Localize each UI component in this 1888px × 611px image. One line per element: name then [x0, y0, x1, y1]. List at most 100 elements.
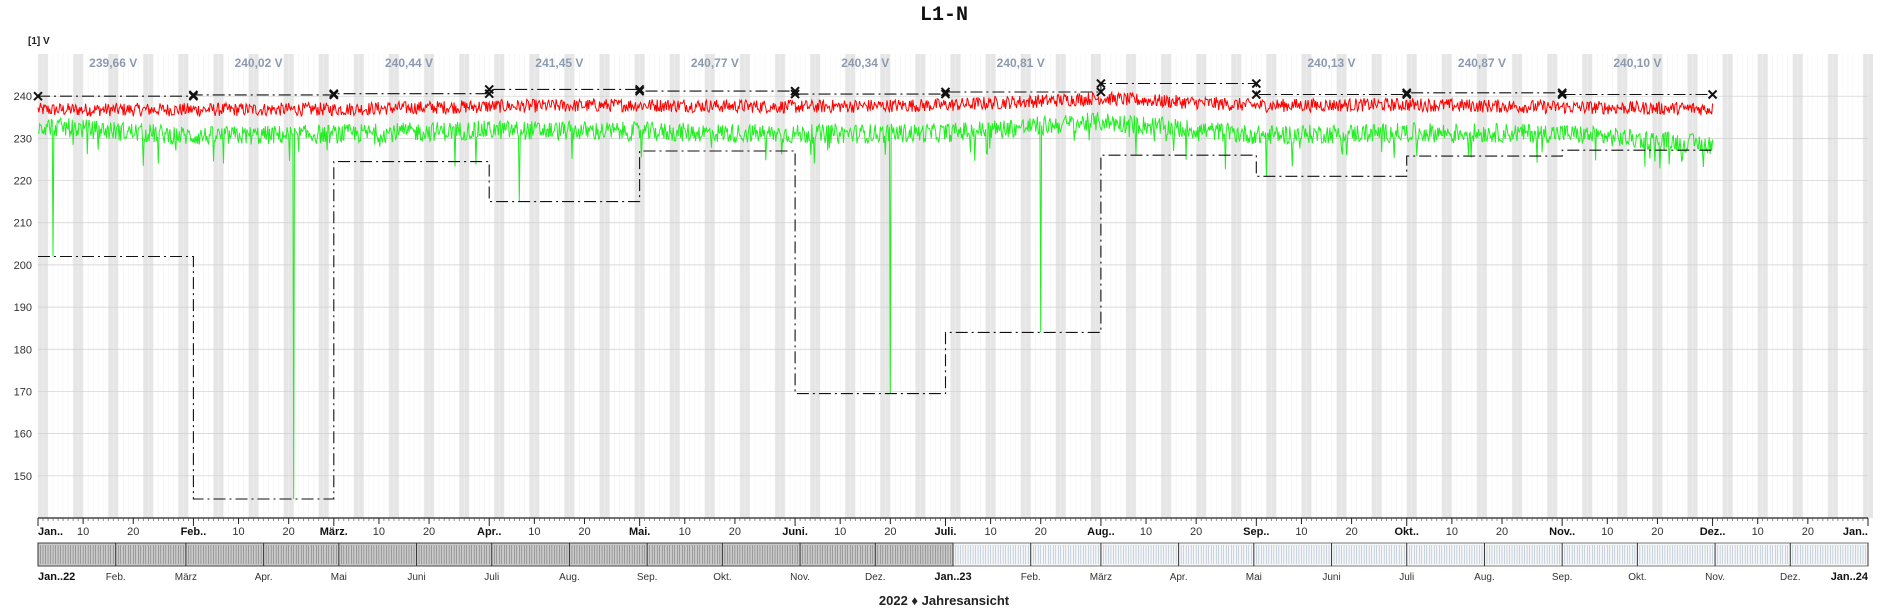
y-unit-label: [1] V — [28, 36, 50, 47]
navigator-selection[interactable] — [37, 542, 954, 567]
max-marker — [940, 89, 951, 99]
navigator-label: Okt. — [1628, 572, 1646, 583]
x-tick-label: Jan.. — [38, 526, 63, 538]
navigator-label: Dez. — [865, 572, 886, 583]
max-marker — [790, 86, 800, 96]
axes: 150 160 170 180 190 200 210 220 230 240 Jan.. 10 20 F… — [14, 91, 1869, 538]
x-tick-label: Apr.. — [477, 526, 501, 538]
monthly-min-line — [38, 149, 1713, 500]
navigator-label: Nov. — [1705, 572, 1725, 583]
navigator-label: Juni — [1322, 572, 1340, 583]
navigator-label: März — [175, 572, 197, 583]
navigator-label: Juli — [484, 572, 499, 583]
x-tick-label: 20 — [1035, 526, 1047, 538]
y-tick-label: 240 — [14, 91, 32, 103]
x-tick-label: Jan.. — [1843, 526, 1868, 538]
y-tick-label: 180 — [14, 344, 32, 356]
x-tick-label: 20 — [127, 526, 139, 538]
range-navigator[interactable]: Jan..22 Feb. März Apr. Mai Juni Juli Aug. Sep. Ok… — [37, 542, 1869, 583]
x-tick-label: 20 — [1651, 526, 1663, 538]
x-tick-label: Okt.. — [1395, 526, 1419, 538]
navigator-label: Apr. — [255, 572, 273, 583]
navigator-label: Aug. — [1474, 572, 1495, 583]
monthly-mean-label: 240,81 V — [997, 56, 1045, 70]
x-tick-label: 20 — [1345, 526, 1357, 538]
series-line-1 — [37, 90, 1714, 118]
monthly-mean-label: 241,45 V — [535, 56, 583, 70]
navigator-label: Nov. — [790, 572, 810, 583]
y-tick-label: 190 — [14, 302, 32, 314]
monthly-mean-label: 240,13 V — [1308, 56, 1356, 70]
series-line-2 — [37, 112, 1714, 500]
chart-title: L1-N — [919, 4, 968, 27]
x-tick-label: Juni. — [782, 526, 808, 538]
x-tick-label: 20 — [578, 526, 590, 538]
x-tick-label: Dez.. — [1700, 526, 1726, 538]
monthly-mean-label: 240,02 V — [235, 56, 283, 70]
x-tick-label: 10 — [373, 526, 385, 538]
monthly-mean-labels: 239,66 V 240,02 V 240,44 V 241,45 V 240,77 V… — [89, 56, 1661, 70]
max-marker — [790, 89, 800, 99]
x-tick-label: Nov.. — [1549, 526, 1575, 538]
max-marker — [1251, 89, 1262, 100]
x-tick-label: März. — [320, 526, 348, 538]
x-tick-label: 10 — [528, 526, 540, 538]
y-tick-label: 230 — [14, 133, 32, 145]
navigator-label: Jan..24 — [1831, 571, 1869, 583]
navigator-label: Aug. — [559, 572, 580, 583]
x-tick-label: 10 — [1140, 526, 1152, 538]
x-tick-label: 20 — [884, 526, 896, 538]
navigator-label: Juli — [1399, 572, 1414, 583]
navigator-label: Feb. — [106, 572, 126, 583]
x-tick-label: 10 — [232, 526, 244, 538]
x-tick-label: 10 — [77, 526, 89, 538]
x-tick-label: 10 — [1601, 526, 1613, 538]
y-tick-label: 220 — [14, 176, 32, 188]
x-tick-label: 10 — [834, 526, 846, 538]
max-marker — [1251, 78, 1262, 89]
navigator-label: März — [1090, 572, 1112, 583]
navigator-label: Apr. — [1170, 572, 1188, 583]
x-tick-label: Feb.. — [181, 526, 207, 538]
y-tick-label: 160 — [14, 429, 32, 441]
x-tick-label: 10 — [1295, 526, 1307, 538]
monthly-mean-label: 239,66 V — [89, 56, 137, 70]
x-tick-label: 20 — [1190, 526, 1202, 538]
navigator-label: Mai — [331, 572, 347, 583]
max-marker — [1402, 88, 1412, 98]
navigator-label: Feb. — [1021, 572, 1041, 583]
y-tick-label: 200 — [14, 260, 32, 272]
monthly-mean-label: 240,44 V — [385, 56, 433, 70]
monthly-statistics — [33, 78, 1718, 500]
navigator-label: Jan..22 — [38, 571, 75, 583]
max-marker — [1557, 88, 1567, 98]
x-tick-label: 20 — [1802, 526, 1814, 538]
x-tick-label: Mai. — [629, 526, 650, 538]
max-marker — [634, 86, 645, 96]
x-tick-label: 20 — [283, 526, 295, 538]
monthly-mean-label: 240,10 V — [1613, 56, 1661, 70]
x-tick-label: 20 — [1496, 526, 1508, 538]
x-tick-label: 10 — [1752, 526, 1764, 538]
x-tick-label: Sep.. — [1243, 526, 1269, 538]
navigator-label: Jan..23 — [934, 571, 971, 583]
navigator-label: Juni — [407, 572, 425, 583]
x-tick-label: 10 — [984, 526, 996, 538]
x-tick-label: Juli. — [934, 526, 956, 538]
y-tick-label: 210 — [14, 218, 32, 230]
navigator-label: Mai — [1246, 572, 1262, 583]
max-marker — [33, 91, 43, 101]
max-marker — [188, 91, 199, 101]
navigator-label: Okt. — [713, 572, 731, 583]
y-tick-label: 150 — [14, 471, 32, 483]
monthly-mean-label: 240,87 V — [1458, 56, 1506, 70]
monthly-mean-label: 240,77 V — [691, 56, 739, 70]
max-marker — [484, 88, 494, 99]
voltage-chart[interactable]: 150 160 170 180 190 200 210 220 230 240 Jan.. 10 20 F… — [0, 0, 1888, 590]
series-lines — [37, 90, 1714, 500]
y-tick-label: 170 — [14, 386, 32, 398]
max-marker — [329, 90, 339, 100]
max-marker — [1707, 89, 1718, 100]
max-marker — [634, 84, 645, 95]
x-tick-label: 20 — [423, 526, 435, 538]
